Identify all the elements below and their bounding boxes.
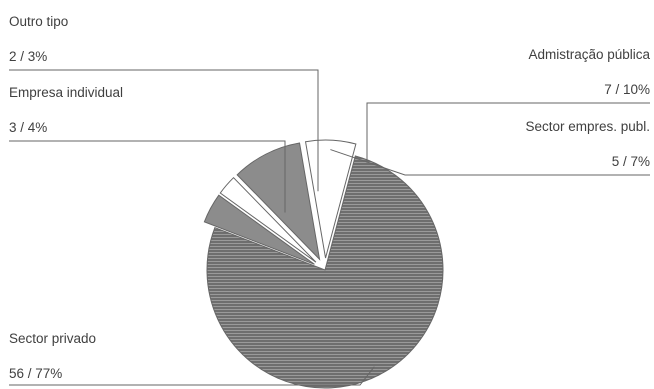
pie-callouts — [9, 69, 650, 386]
slice-value-label-admistracao-publica: 7 / 10% — [604, 82, 650, 97]
slice-label-sector-privado: Sector privado — [9, 331, 96, 346]
pie-slice-sector-privado — [206, 155, 444, 389]
callout-line-outro-tipo — [9, 69, 319, 192]
callout-line-sector-empres-publ — [330, 149, 650, 176]
slice-label-sector-empres-publ: Sector empres. publ. — [525, 119, 650, 134]
callout-line-sector-privado — [9, 366, 375, 386]
pie-slice-outro-tipo — [219, 176, 317, 263]
callout-line-admistracao-publica — [366, 102, 650, 163]
slice-value-label-empresa-individual: 3 / 4% — [9, 120, 47, 135]
slice-value-label-outro-tipo: 2 / 3% — [9, 49, 47, 64]
slice-label-admistracao-publica: Admistração pública — [528, 47, 650, 62]
callout-line-empresa-individual — [9, 140, 286, 213]
slice-label-outro-tipo: Outro tipo — [9, 14, 68, 29]
pie-slice-empresa-individual — [203, 194, 315, 265]
slice-label-empresa-individual: Empresa individual — [9, 85, 123, 100]
slice-value-label-sector-privado: 56 / 77% — [9, 366, 62, 381]
slice-value-label-sector-empres-publ: 5 / 7% — [612, 154, 650, 169]
pie-slice-admistracao-publica — [236, 142, 321, 261]
pie-labels: Sector privado 56 / 77% Empresa individual… — [9, 14, 650, 381]
pie-slices — [203, 139, 444, 389]
